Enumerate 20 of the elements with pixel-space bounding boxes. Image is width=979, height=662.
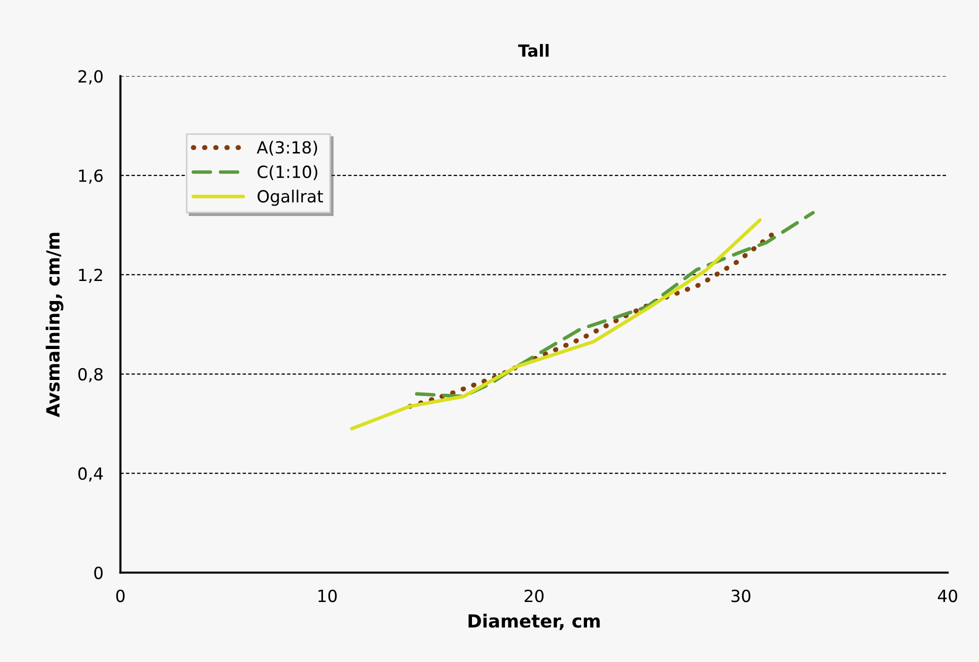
y-tick-label: 1,2: [79, 268, 102, 283]
chart-title: Tall: [518, 44, 549, 57]
x-axis-title: Diameter, cm: [468, 614, 600, 630]
y-tick-label: 1,6: [79, 169, 103, 184]
y-tick-label: 0: [94, 566, 103, 580]
legend-label: A(3:18): [256, 140, 318, 156]
line-series: [408, 232, 774, 409]
y-tick-label: 0,4: [78, 467, 103, 482]
legend-label: C(1:10): [258, 165, 318, 180]
line-series: [350, 218, 762, 430]
y-tick-label: 0,8: [78, 368, 103, 382]
line-series: [415, 210, 815, 398]
x-tick-label: 0: [116, 590, 125, 602]
x-tick-label: 20: [524, 590, 544, 602]
legend-label: Ogallrat: [258, 190, 324, 206]
y-axis-title: Avsmalning, cm/m: [46, 232, 64, 418]
x-tick-label: 40: [938, 590, 958, 602]
x-tick-label: 10: [318, 590, 337, 602]
x-tick-label: 30: [732, 590, 750, 602]
y-tick-label: 2,0: [78, 70, 103, 84]
